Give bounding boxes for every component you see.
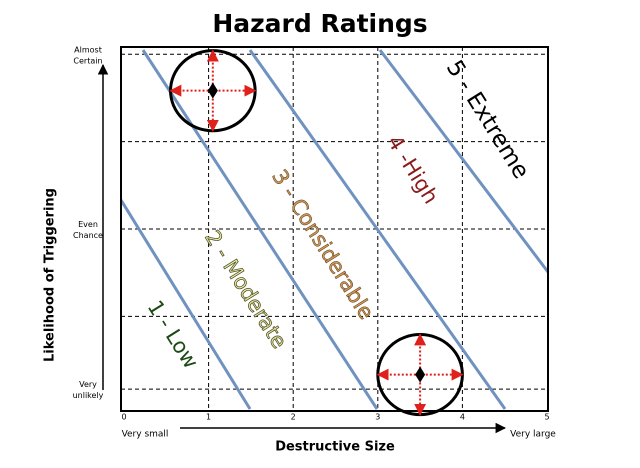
x-end-label: Very large	[510, 430, 556, 440]
y-tick-label: Even Chance	[73, 220, 103, 240]
point	[207, 82, 218, 99]
zone-label: 5 - Extreme	[441, 56, 534, 184]
x-tick-label: 2	[291, 413, 296, 422]
x-tick-label: 3	[375, 413, 380, 422]
y-tick-label-line: Very	[79, 380, 97, 389]
y-tick-label: Very unlikely	[73, 380, 104, 400]
y-tick-label: Almost Certain	[73, 45, 102, 65]
y-tick-label-line: unlikely	[73, 391, 104, 400]
zone-label: 3 - Considerable	[267, 165, 378, 323]
y-tick-label-line: Chance	[73, 231, 103, 240]
zone-boundaries	[119, 49, 550, 410]
y-tick-label-line: Certain	[73, 56, 102, 65]
y-tick-label-line: Almost	[74, 45, 102, 54]
boundary	[248, 49, 507, 410]
boundary	[378, 49, 550, 273]
point	[415, 366, 426, 383]
y-tick-label-line: Even	[78, 220, 98, 229]
x-tick-label: 5	[544, 413, 549, 422]
x-axis-label: Destructive Size	[275, 440, 395, 455]
x-tick-label: 0	[121, 413, 126, 422]
boundary	[119, 199, 252, 410]
zone-labels: 1 - Low 2 - Moderate 3 - Considerable 4 …	[143, 56, 534, 373]
x-start-label: Very small	[122, 430, 169, 440]
plot-frame	[120, 46, 549, 412]
y-axis-label: Likelihood of Triggering	[43, 188, 58, 362]
zone-label: 2 - Moderate	[200, 226, 291, 353]
x-tick-label: 1	[206, 413, 211, 422]
boundary	[141, 49, 379, 410]
chart-title: Hazard Ratings	[212, 9, 427, 38]
zone-label: 4 -High	[383, 131, 444, 208]
x-tick-label: 4	[460, 413, 465, 422]
zone-label: 1 - Low	[143, 296, 203, 373]
